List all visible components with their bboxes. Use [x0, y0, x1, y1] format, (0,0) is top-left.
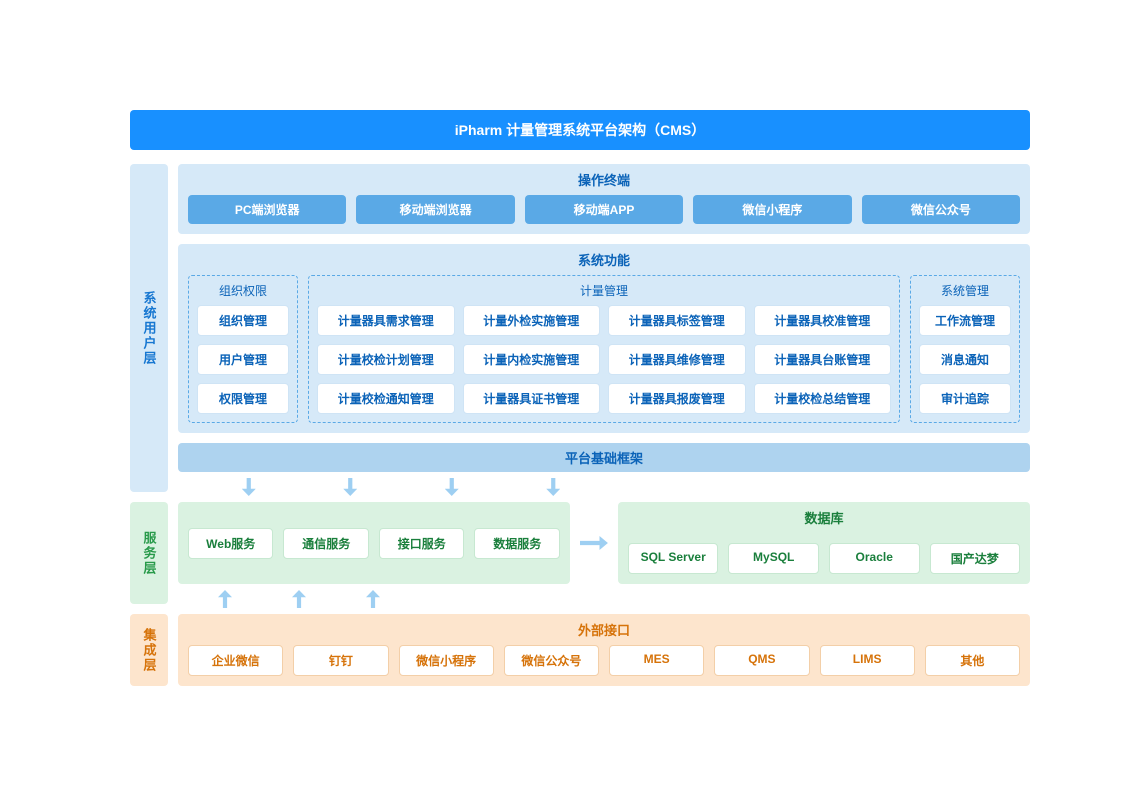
org-group-title: 组织权限	[197, 282, 289, 299]
integration-item: 其他	[925, 645, 1020, 676]
integration-layer-row: 集成层 外部接口 企业微信 钉钉 微信小程序 微信公众号 MES QMS LIM…	[130, 614, 1030, 686]
system-group: 系统管理 工作流管理 消息通知 审计追踪	[910, 275, 1020, 423]
arrow-up-icon	[218, 590, 232, 608]
integration-item: 企业微信	[188, 645, 283, 676]
integration-item: 微信公众号	[504, 645, 599, 676]
integration-item: 微信小程序	[399, 645, 494, 676]
measure-item: 计量校检总结管理	[754, 383, 892, 414]
org-group: 组织权限 组织管理 用户管理 权限管理	[188, 275, 298, 423]
diagram-title: iPharm 计量管理系统平台架构（CMS）	[130, 110, 1030, 150]
system-item: 工作流管理	[919, 305, 1011, 336]
user-layer-label: 系统用户层	[130, 164, 168, 492]
measure-group: 计量管理 计量器具需求管理 计量外检实施管理 计量器具标签管理 计量器具校准管理…	[308, 275, 900, 423]
org-item: 权限管理	[197, 383, 289, 414]
arrow-down-icon	[242, 478, 256, 496]
measure-item: 计量内检实施管理	[463, 344, 601, 375]
arrow-down-icon	[445, 478, 459, 496]
database-item: 国产达梦	[930, 543, 1021, 574]
service-layer-label: 服务层	[130, 502, 168, 604]
org-item: 组织管理	[197, 305, 289, 336]
database-panel: 数据库 SQL Server MySQL Oracle 国产达梦	[618, 502, 1030, 584]
database-item: SQL Server	[628, 543, 719, 574]
terminal-item: 微信小程序	[693, 195, 851, 224]
arrow-up-icon	[366, 590, 380, 608]
measure-item: 计量器具台账管理	[754, 344, 892, 375]
service-item: 数据服务	[474, 528, 559, 559]
measure-item: 计量器具校准管理	[754, 305, 892, 336]
arrow-up-icon	[292, 590, 306, 608]
user-layer-row: 系统用户层 操作终端 PC端浏览器 移动端浏览器 移动端APP 微信小程序 微信…	[130, 164, 1030, 492]
integration-item: 钉钉	[293, 645, 388, 676]
arrows-service-up	[178, 590, 1030, 608]
measure-item: 计量器具需求管理	[317, 305, 455, 336]
integration-item: LIMS	[820, 645, 915, 676]
measure-item: 计量器具标签管理	[608, 305, 746, 336]
measure-item: 计量校检计划管理	[317, 344, 455, 375]
integration-title: 外部接口	[188, 620, 1020, 639]
functions-title: 系统功能	[188, 250, 1020, 269]
measure-item: 计量校检通知管理	[317, 383, 455, 414]
arrow-down-icon	[343, 478, 357, 496]
service-layer-row: 服务层 Web服务 通信服务 接口服务 数据服务 数据库 SQL Server …	[130, 502, 1030, 604]
database-item: Oracle	[829, 543, 920, 574]
architecture-diagram: iPharm 计量管理系统平台架构（CMS） 系统用户层 操作终端 PC端浏览器…	[130, 110, 1030, 696]
arrow-down-icon	[546, 478, 560, 496]
measure-item: 计量器具维修管理	[608, 344, 746, 375]
integration-item: QMS	[714, 645, 809, 676]
integration-panel: 外部接口 企业微信 钉钉 微信小程序 微信公众号 MES QMS LIMS 其他	[178, 614, 1030, 686]
database-title: 数据库	[804, 508, 843, 527]
terminal-panel: 操作终端 PC端浏览器 移动端浏览器 移动端APP 微信小程序 微信公众号	[178, 164, 1030, 234]
system-item: 审计追踪	[919, 383, 1011, 414]
org-item: 用户管理	[197, 344, 289, 375]
terminal-item: 移动端APP	[525, 195, 683, 224]
integration-layer-label: 集成层	[130, 614, 168, 686]
arrows-framework-down	[178, 478, 1030, 496]
arrow-right-icon	[580, 536, 608, 550]
service-item: Web服务	[188, 528, 273, 559]
measure-item: 计量外检实施管理	[463, 305, 601, 336]
measure-item: 计量器具证书管理	[463, 383, 601, 414]
framework-bar: 平台基础框架	[178, 443, 1030, 472]
measure-group-title: 计量管理	[317, 282, 891, 299]
terminal-title: 操作终端	[188, 170, 1020, 189]
terminal-item: 移动端浏览器	[356, 195, 514, 224]
system-item: 消息通知	[919, 344, 1011, 375]
database-item: MySQL	[728, 543, 819, 574]
terminal-item: PC端浏览器	[188, 195, 346, 224]
terminal-item: 微信公众号	[862, 195, 1020, 224]
system-group-title: 系统管理	[919, 282, 1011, 299]
services-panel: Web服务 通信服务 接口服务 数据服务	[178, 502, 570, 584]
service-item: 通信服务	[283, 528, 368, 559]
service-item: 接口服务	[379, 528, 464, 559]
integration-item: MES	[609, 645, 704, 676]
functions-panel: 系统功能 组织权限 组织管理 用户管理 权限管理 计量管理	[178, 244, 1030, 433]
measure-item: 计量器具报废管理	[608, 383, 746, 414]
